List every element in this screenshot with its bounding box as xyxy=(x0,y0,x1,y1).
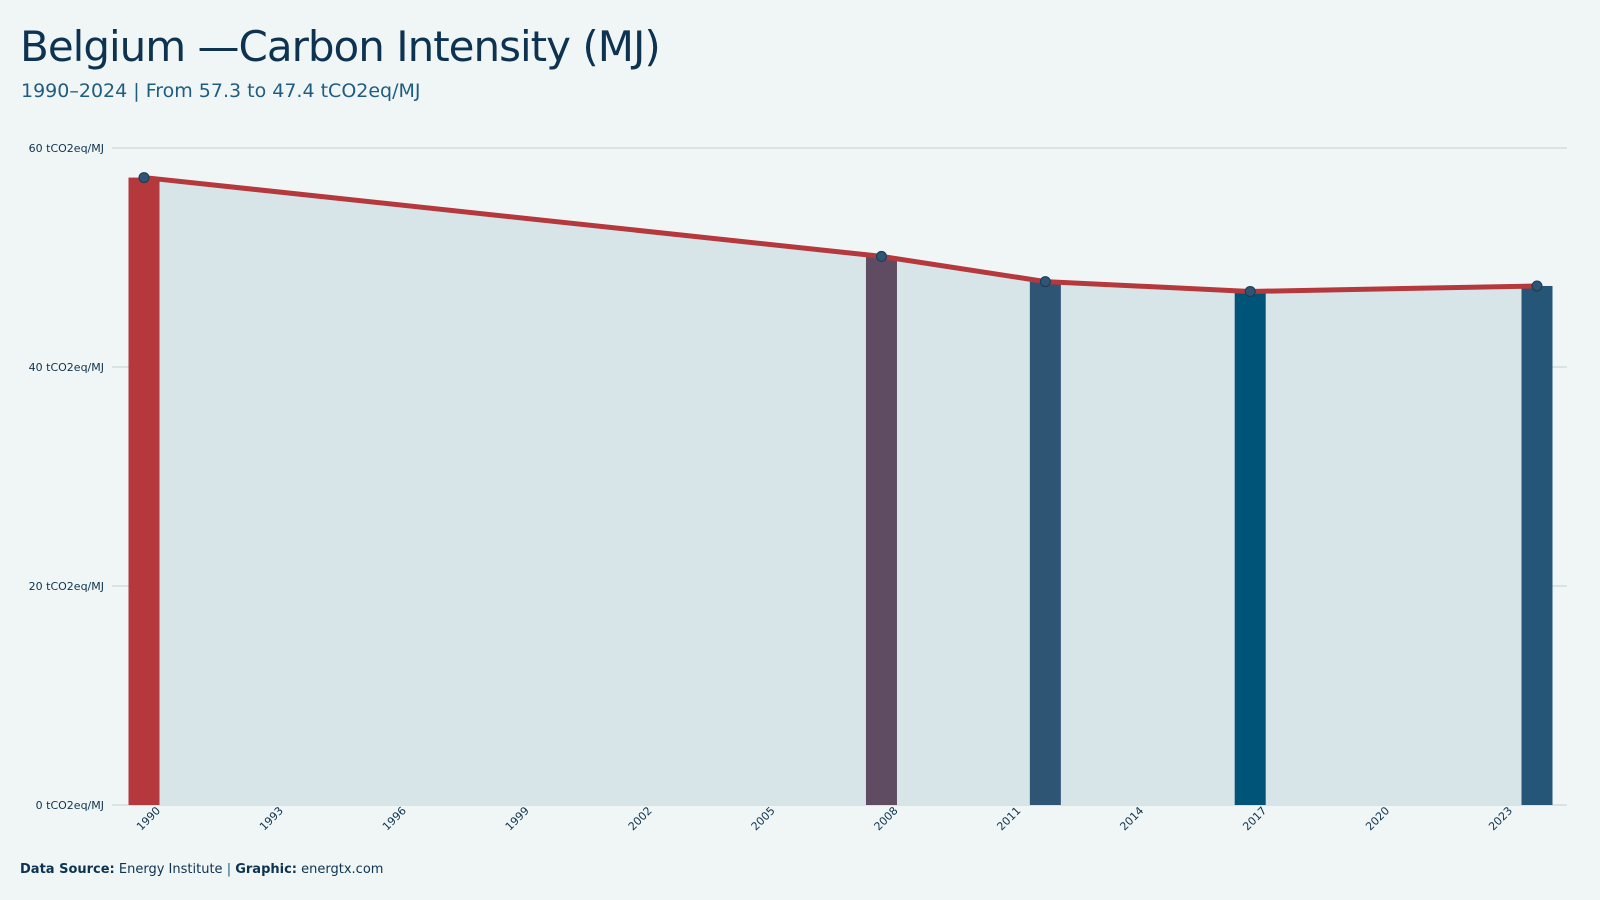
graphic-value: energtx.com xyxy=(301,862,384,877)
x-tick-label: 2002 xyxy=(626,804,655,833)
x-tick-label: 1993 xyxy=(257,804,286,833)
data-bar xyxy=(1234,291,1266,805)
data-point xyxy=(1039,276,1051,288)
x-tick-label: 1996 xyxy=(380,804,409,833)
data-point xyxy=(1244,285,1256,297)
footer-credit: Data Source: Energy Institute | Graphic:… xyxy=(20,862,383,877)
x-tick-label: 2017 xyxy=(1240,804,1269,833)
y-tick-label: 60 tCO2eq/MJ xyxy=(29,142,104,155)
data-point xyxy=(138,172,150,184)
y-tick-label: 40 tCO2eq/MJ xyxy=(29,361,104,374)
chart-title: Belgium —Carbon Intensity (MJ) xyxy=(20,22,661,71)
data-bar xyxy=(865,256,897,805)
data-bar xyxy=(128,177,160,805)
x-tick-label: 2008 xyxy=(872,804,901,833)
source-label: Data Source: xyxy=(20,862,115,877)
x-tick-label: 1999 xyxy=(503,804,532,833)
x-tick-label: 2020 xyxy=(1363,804,1392,833)
data-point xyxy=(1531,280,1543,292)
x-tick-label: 2014 xyxy=(1117,804,1146,833)
area-fill xyxy=(144,177,1537,805)
y-tick-label: 20 tCO2eq/MJ xyxy=(29,580,104,593)
chart-subtitle: 1990–2024 | From 57.3 to 47.4 tCO2eq/MJ xyxy=(21,80,421,102)
graphic-label: Graphic: xyxy=(235,862,297,877)
data-bar xyxy=(1029,281,1061,806)
footer-separator: | xyxy=(226,862,232,877)
data-bar xyxy=(1521,285,1553,806)
x-tick-label: 1990 xyxy=(134,804,163,833)
data-point xyxy=(875,250,887,262)
x-tick-label: 2005 xyxy=(749,804,778,833)
x-tick-label: 2023 xyxy=(1486,804,1515,833)
x-tick-label: 2011 xyxy=(994,804,1023,833)
y-tick-label: 0 tCO2eq/MJ xyxy=(36,799,104,812)
source-value: Energy Institute xyxy=(118,862,223,877)
